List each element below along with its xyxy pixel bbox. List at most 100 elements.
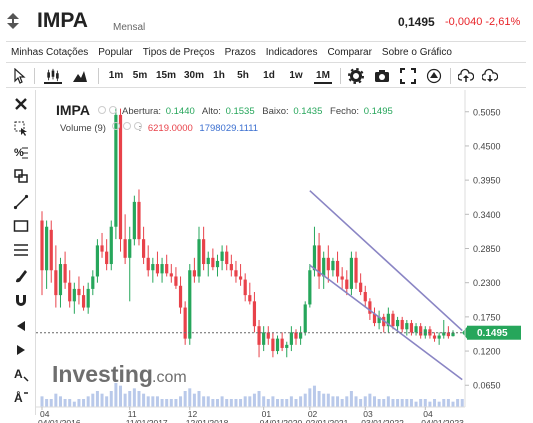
menu-prazos[interactable]: Prazos <box>224 46 256 58</box>
candlestick-type-icon[interactable] <box>44 68 62 84</box>
candle <box>72 282 76 314</box>
timeframe-15m[interactable]: 15m <box>156 70 177 81</box>
x-tick-label-top: 11 <box>128 409 137 419</box>
candle-body <box>340 276 344 280</box>
candle-body <box>95 245 100 277</box>
annotation-icon[interactable]: Å <box>13 390 29 406</box>
candle <box>109 220 113 271</box>
timeframe-1w[interactable]: 1w <box>289 70 303 81</box>
candle <box>345 270 349 296</box>
volume-close-icon[interactable] <box>134 122 142 130</box>
legend-eye-icon[interactable] <box>98 106 106 114</box>
candle <box>285 341 289 358</box>
timeframe-1m[interactable]: 1m <box>108 70 124 81</box>
legend-settings-icon[interactable] <box>109 106 117 114</box>
candle-body <box>409 323 414 333</box>
arrow-right-icon[interactable] <box>13 342 29 358</box>
x-tick-label-bottom: 12/01/2018 <box>186 418 229 423</box>
candle <box>45 220 49 289</box>
candle <box>419 323 423 339</box>
candle-body <box>377 316 381 324</box>
candle <box>77 276 81 305</box>
legend-high-label: Alto: <box>202 106 221 117</box>
y-axis: 0.0650 0.1200 0.1750 0.2300 0.2850 0.3400 0.39… <box>464 90 501 407</box>
volume-settings-icon[interactable] <box>123 122 131 130</box>
horizontal-lines-icon[interactable] <box>13 242 29 258</box>
volume-bar <box>188 388 192 407</box>
candle-body <box>238 276 243 280</box>
candle <box>359 273 363 296</box>
fullscreen-icon[interactable] <box>400 68 416 84</box>
volume-bar <box>354 396 358 407</box>
candle-body <box>109 226 113 265</box>
candle-body <box>178 285 183 308</box>
text-tool-icon[interactable]: A <box>13 366 29 382</box>
volume-bar <box>326 393 330 407</box>
candle <box>123 214 127 265</box>
chart-area[interactable]: Investing .com 0.1495 0.0650 0.1200 0.1750… <box>36 90 533 423</box>
current-price-label-bg <box>467 325 521 340</box>
trend-line-icon[interactable] <box>13 194 29 210</box>
legend-volume-label: Volume (9) <box>60 123 106 134</box>
channel-line-lower[interactable] <box>309 264 463 381</box>
menu-indicadores[interactable]: Indicadores <box>265 46 318 58</box>
crosshair-cursor-icon[interactable] <box>13 120 29 136</box>
cursor-icon[interactable] <box>12 68 26 84</box>
brush-icon[interactable] <box>13 268 29 284</box>
menu-minhas-cotacoes[interactable]: Minhas Cotações <box>11 46 89 58</box>
volume-eye-icon[interactable] <box>112 122 120 130</box>
volume-bar <box>192 393 196 407</box>
channel-line-upper[interactable] <box>309 190 463 332</box>
candle <box>105 239 109 271</box>
volume-bar <box>423 399 427 407</box>
volume-bar <box>460 399 464 407</box>
timeframe-1d[interactable]: 1d <box>263 70 275 81</box>
candle <box>340 267 344 289</box>
pattern-icon[interactable] <box>13 168 29 184</box>
timeframe-30m[interactable]: 30m <box>184 70 205 81</box>
fibonacci-icon[interactable]: % <box>13 144 29 160</box>
close-icon[interactable] <box>13 96 29 112</box>
price-chart[interactable]: Investing .com 0.1495 0.0650 0.1200 0.1750… <box>36 90 533 423</box>
camera-icon[interactable] <box>374 68 390 84</box>
candle <box>266 326 270 345</box>
candle <box>386 307 390 333</box>
volume-bar <box>428 401 432 407</box>
menu-popular[interactable]: Popular <box>98 46 133 58</box>
volume-bar <box>414 401 418 407</box>
x-tick-label-top: 04 <box>423 409 433 419</box>
candle <box>95 239 100 283</box>
timeframe-5m[interactable]: 5m <box>132 70 148 81</box>
candle <box>252 292 257 333</box>
volume-bar <box>308 388 312 407</box>
menu-tipos-de-precos[interactable]: Tipos de Preços <box>142 46 215 58</box>
menu-sobre-o-grafico[interactable]: Sobre o Gráfico <box>381 46 452 58</box>
volume-bar <box>349 391 353 407</box>
candle-body <box>197 239 201 277</box>
candle-body <box>174 276 178 286</box>
candle <box>414 323 418 336</box>
candle <box>160 257 164 283</box>
arrow-left-icon[interactable] <box>13 318 29 334</box>
timeframe-1h[interactable]: 1h <box>213 70 225 81</box>
rectangle-icon[interactable] <box>13 218 29 234</box>
timeframe-5h[interactable]: 5h <box>237 70 249 81</box>
gear-icon[interactable] <box>348 68 364 84</box>
cloud-download-icon[interactable] <box>482 68 498 84</box>
x-axis: 0404/01/20161111/01/20171212/01/20180104… <box>36 406 465 423</box>
timeframe-1M[interactable]: 1M <box>314 68 332 84</box>
volume-bar <box>257 391 261 407</box>
candle <box>183 301 187 345</box>
share-icon[interactable] <box>426 68 442 84</box>
cloud-upload-icon[interactable] <box>458 68 474 84</box>
x-tick-label-top: 03 <box>363 409 373 419</box>
candle <box>294 329 298 345</box>
volume-bar <box>95 391 99 407</box>
candle <box>442 319 446 339</box>
magnet-icon[interactable] <box>13 292 29 308</box>
mountain-chart-icon[interactable] <box>72 68 88 84</box>
candle-body <box>146 257 150 271</box>
legend-high: 0.1535 <box>226 106 255 117</box>
menu-comparar[interactable]: Comparar <box>327 46 372 58</box>
volume-bar <box>109 391 113 407</box>
